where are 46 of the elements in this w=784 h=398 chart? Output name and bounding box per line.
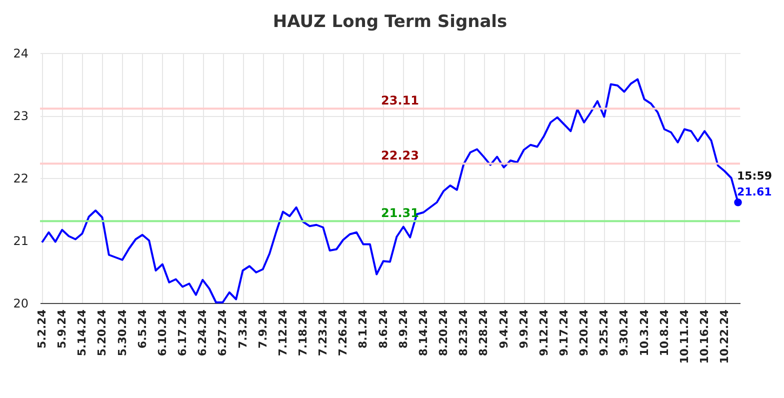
x-tick-label: 10.16.24 <box>698 309 712 364</box>
x-tick-label: 10.3.24 <box>638 309 651 356</box>
x-tick-label: 6.10.24 <box>156 309 169 356</box>
x-tick-label: 9.4.24 <box>497 309 510 348</box>
y-tick-label: 20 <box>13 296 28 310</box>
x-tick-label: 8.28.24 <box>477 309 490 356</box>
x-tick-label: 6.5.24 <box>136 309 149 348</box>
data-label: 21.61 <box>736 185 772 198</box>
x-tick-label: 8.23.24 <box>457 309 470 356</box>
y-tick-label: 21 <box>13 234 28 248</box>
chart-title: HAUZ Long Term Signals <box>272 12 508 32</box>
y-tick-label: 24 <box>13 46 28 60</box>
x-tick-label: 9.9.24 <box>517 309 530 348</box>
x-tick-label: 7.23.24 <box>316 309 330 356</box>
x-tick-label: 7.12.24 <box>276 309 290 356</box>
annotation: 15:59 <box>736 169 772 182</box>
x-tick-label: 8.20.24 <box>437 309 450 356</box>
x-tick-label: 8.6.24 <box>376 309 390 348</box>
x-tick-label: 9.12.24 <box>537 309 550 356</box>
y-tick-label: 22 <box>13 172 28 186</box>
ref-line-label: 21.31 <box>381 206 419 220</box>
x-tick-label: 6.17.24 <box>176 309 190 356</box>
x-tick-label: 5.2.24 <box>36 309 49 348</box>
x-tick-label: 5.30.24 <box>116 309 129 356</box>
x-tick-label: 7.9.24 <box>256 309 270 348</box>
x-tick-label: 9.30.24 <box>618 309 631 356</box>
x-tick-label: 8.1.24 <box>356 309 370 348</box>
x-tick-label: 8.14.24 <box>416 309 430 356</box>
x-tick-label: 10.22.24 <box>718 309 732 364</box>
y-tick-label: 23 <box>13 109 28 123</box>
x-tick-label: 5.14.24 <box>76 309 89 356</box>
x-tick-label: 10.11.24 <box>678 309 691 364</box>
x-tick-label: 7.3.24 <box>236 309 250 348</box>
x-tick-label: 5.20.24 <box>96 309 109 356</box>
x-tick-label: 8.9.24 <box>396 309 410 348</box>
x-tick-label: 10.8.24 <box>658 309 671 356</box>
x-tick-label: 9.17.24 <box>557 309 570 356</box>
x-tick-label: 5.9.24 <box>56 309 69 348</box>
ref-line-label: 22.23 <box>381 148 419 163</box>
x-tick-label: 9.20.24 <box>578 309 591 356</box>
x-tick-label: 7.18.24 <box>296 309 310 356</box>
x-tick-label: 6.24.24 <box>196 309 210 356</box>
x-tick-label: 6.27.24 <box>216 309 230 356</box>
x-tick-label: 9.25.24 <box>598 309 611 356</box>
x-tick-label: 7.26.24 <box>336 309 350 356</box>
ref-line-label: 23.11 <box>381 94 419 108</box>
